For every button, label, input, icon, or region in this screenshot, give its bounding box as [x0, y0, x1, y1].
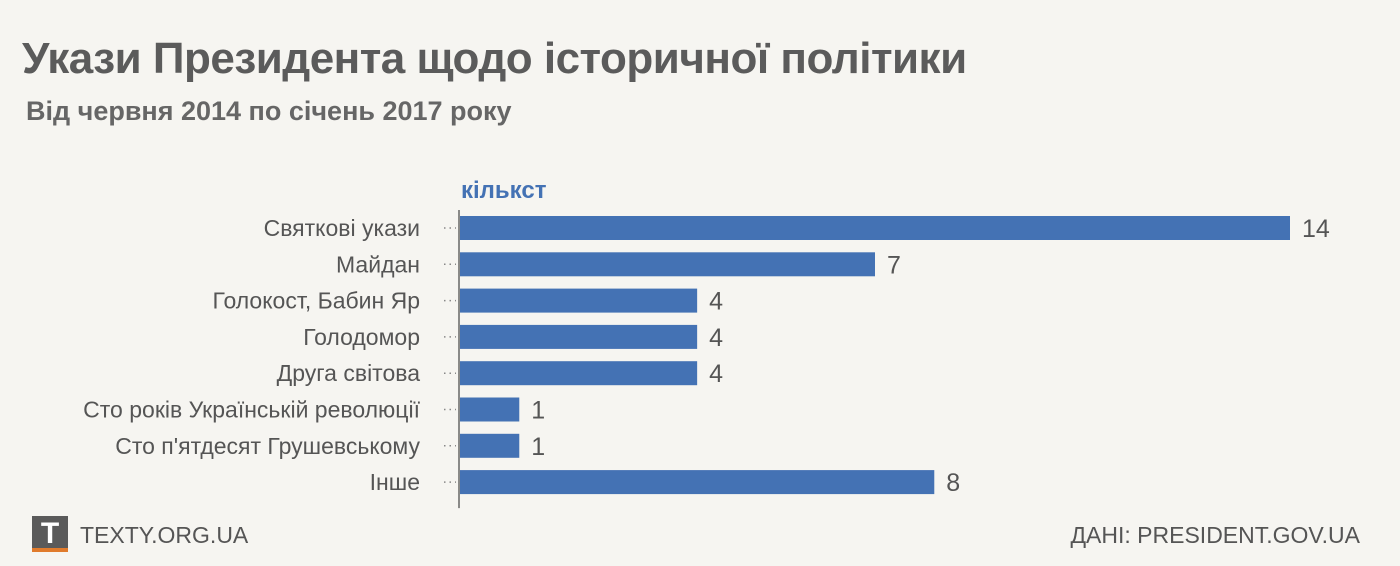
- value-label: 1: [531, 397, 545, 425]
- category-label: Майдан: [336, 251, 420, 277]
- axis-title: кількст: [461, 177, 547, 204]
- texty-logo: T: [32, 516, 68, 552]
- chart-subtitle: Від червня 2014 по січень 2017 року: [26, 96, 512, 126]
- category-label: Сто п'ятдесят Грушевському: [115, 433, 420, 459]
- bar: [460, 324, 698, 349]
- category-label: Святкові укази: [264, 215, 420, 241]
- bar: [460, 288, 698, 313]
- value-label: 7: [887, 251, 901, 279]
- bar: [460, 470, 935, 495]
- value-label: 4: [709, 288, 723, 316]
- value-label: 4: [709, 360, 723, 388]
- category-label: Голодомор: [303, 324, 420, 350]
- bar: [460, 252, 875, 277]
- value-label: 14: [1302, 215, 1330, 243]
- category-label: Сто років Українській революції: [83, 397, 420, 423]
- chart-title: Укази Президента щодо історичної політик…: [22, 34, 967, 83]
- value-label: 8: [946, 469, 960, 497]
- category-label: Голокост, Бабин Яр: [213, 288, 420, 314]
- bar: [460, 397, 520, 422]
- bar: [460, 216, 1290, 240]
- data-source: ДАНІ: PRESIDENT.GOV.UA: [1070, 522, 1360, 548]
- site-name: TEXTY.ORG.UA: [80, 522, 249, 548]
- category-label: Друга світова: [277, 360, 421, 386]
- category-label: Інше: [370, 469, 420, 495]
- value-label: 1: [531, 433, 545, 461]
- value-label: 4: [709, 324, 723, 352]
- bar: [460, 361, 698, 386]
- bar: [460, 433, 520, 458]
